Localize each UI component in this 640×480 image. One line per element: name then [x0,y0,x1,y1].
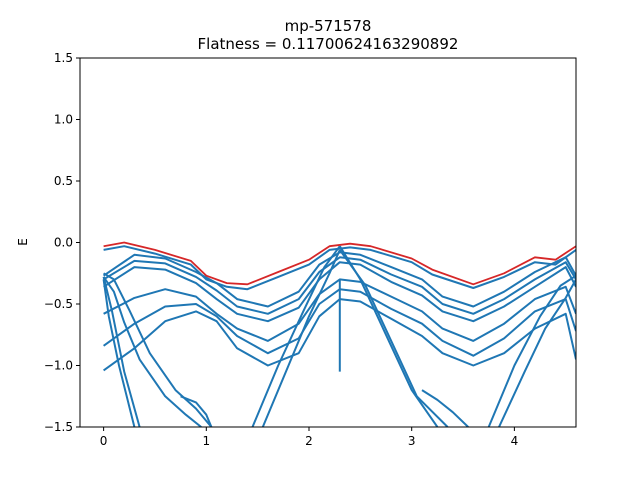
band-line-18 [180,395,213,427]
band-line-11 [251,245,341,427]
band-line-19 [421,389,469,427]
plot-frame [79,57,577,428]
band-line-12 [261,249,341,427]
band-line-15 [487,274,576,427]
x-tick-label: 4 [511,434,519,448]
x-axis: 0 1 2 3 4 [100,427,518,448]
chart-subtitle: Flatness = 0.11700624163290892 [198,35,459,53]
x-tick-label: 1 [202,434,210,448]
y-tick-label: −0.5 [44,297,73,311]
y-tick-label: 0.5 [54,174,73,188]
band-line-14 [338,249,449,427]
chart-title: mp-571578 [285,17,372,35]
x-tick-label: 0 [100,434,108,448]
band-line-9 [102,279,136,427]
x-tick-label: 2 [305,434,313,448]
band-line-7 [103,272,213,427]
x-tick-label: 3 [408,434,416,448]
band-line-0 [103,245,576,291]
y-axis-label: E [16,238,30,246]
band-line-10 [102,276,141,427]
band-line-8 [102,276,202,427]
flat-band-line [103,241,576,286]
series-layer [102,241,576,427]
band-line-3 [103,261,576,323]
y-axis: −1.5 −1.0 −0.5 0.0 0.5 1.0 1.5 [44,51,80,434]
y-tick-label: 0.0 [54,236,73,250]
y-tick-label: 1.5 [54,51,73,65]
y-tick-label: −1.5 [44,420,73,434]
band-line-16 [498,278,576,427]
band-line-2 [103,256,576,315]
y-tick-label: 1.0 [54,113,73,127]
y-tick-label: −1.0 [44,359,73,373]
